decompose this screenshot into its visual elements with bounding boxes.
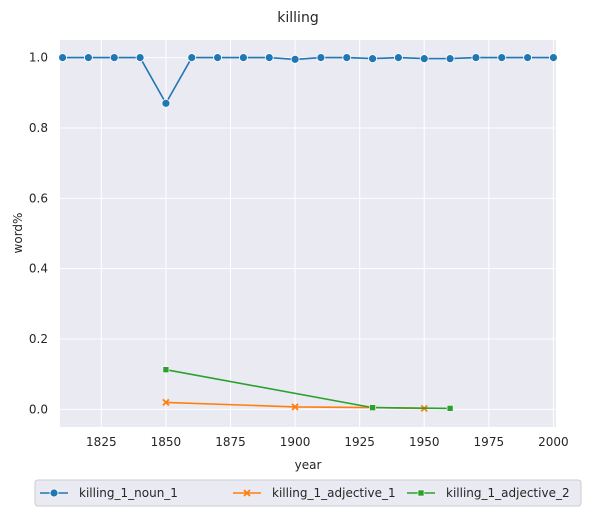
data-point: [213, 53, 222, 62]
data-point: [161, 98, 171, 108]
data-point: [369, 404, 376, 411]
data-point: [549, 53, 558, 62]
series-killing_1_adjective_2: [162, 366, 454, 412]
legend-label: killing_1_adjective_1: [272, 486, 396, 500]
x-tick-label: 1875: [215, 435, 246, 449]
series-killing_1_noun_1: [58, 53, 558, 108]
x-marker-stroke: [162, 398, 170, 407]
x-tick-label: 1825: [86, 435, 117, 449]
y-tick-label: 0.2: [29, 332, 48, 346]
y-tick-label: 0.4: [29, 262, 48, 276]
chart-title: killing: [277, 10, 318, 26]
data-point: [497, 53, 507, 62]
data-point: [419, 54, 429, 64]
data-point: [291, 403, 299, 411]
legend-marker: [243, 489, 251, 497]
data-point: [523, 53, 532, 62]
legend-frame: [34, 479, 582, 507]
x-axis-ticks: 1825 1850 1875 1900 1925 1950 1975 2000: [86, 435, 569, 449]
data-point: [84, 53, 93, 62]
data-point: [446, 405, 454, 412]
x-axis-label: year: [295, 458, 322, 472]
y-tick-label: 1.0: [29, 51, 48, 65]
series-layer: [58, 53, 558, 412]
legend-entry: killing_1_noun_1: [40, 486, 178, 500]
legend: killing_1_noun_1 killing_1_adjective_1 kil…: [34, 479, 582, 507]
x-tick-label: 1975: [474, 435, 505, 449]
data-point: [368, 54, 377, 64]
data-point: [445, 54, 455, 64]
legend-entry: killing_1_adjective_1: [233, 486, 396, 500]
y-axis-ticks: 0.0 0.2 0.4 0.6 0.8 1.0: [29, 51, 48, 417]
data-point: [264, 53, 274, 62]
data-point: [58, 53, 67, 62]
legend-label: killing_1_adjective_2: [446, 486, 570, 500]
data-point: [316, 53, 326, 62]
x-tick-label: 2000: [538, 435, 569, 449]
y-tick-label: 0.0: [29, 402, 48, 416]
legend-entry: killing_1_adjective_2: [407, 486, 570, 500]
x-marker-stroke: [243, 489, 251, 497]
data-point: [342, 53, 352, 62]
data-point: [162, 398, 170, 407]
data-point: [187, 53, 197, 62]
plot-area: [60, 40, 556, 427]
data-point: [162, 366, 170, 373]
legend-marker: [49, 488, 59, 498]
legend-label: killing_1_noun_1: [79, 486, 178, 500]
data-point: [135, 53, 145, 62]
legend-marker: [417, 489, 425, 497]
x-tick-label: 1950: [409, 435, 440, 449]
y-tick-label: 0.8: [29, 121, 48, 135]
x-marker-stroke: [291, 403, 299, 411]
x-tick-label: 1900: [280, 435, 311, 449]
y-axis-label: word%: [11, 213, 25, 254]
x-tick-label: 1850: [151, 435, 182, 449]
data-point: [290, 54, 300, 64]
x-tick-label: 1925: [344, 435, 375, 449]
y-tick-label: 0.6: [29, 191, 48, 205]
data-point: [471, 53, 481, 62]
data-point: [109, 53, 119, 62]
data-point: [239, 53, 248, 62]
data-point: [394, 53, 403, 62]
